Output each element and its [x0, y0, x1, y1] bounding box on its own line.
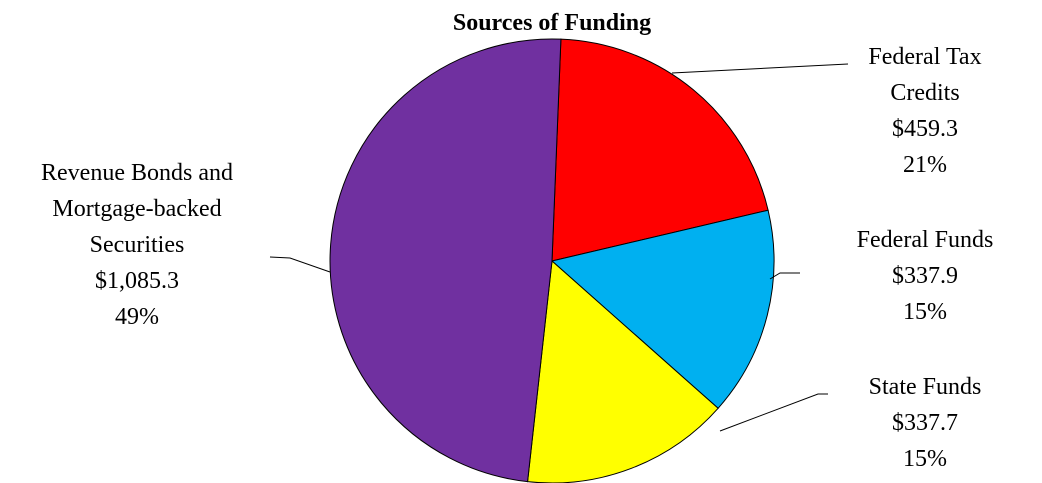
slice-label-revenue-bonds-and-mortgage-backed-securities: Revenue Bonds and Mortgage-backed Securiti…	[41, 160, 233, 330]
slice-value-label: $459.3	[892, 116, 958, 142]
slice-label-name-line: State Funds	[869, 374, 982, 400]
slice-value-label: $1,085.3	[95, 268, 179, 294]
slice-label-federal-tax-credits: Federal Tax Credits $459.3 21%	[868, 44, 981, 178]
slice-label-name-line: Credits	[890, 80, 959, 106]
slice-labels: Federal Tax Credits $459.3 21% Federal Funds…	[41, 44, 993, 472]
slice-percent-label: 15%	[903, 299, 947, 325]
slice-percent-label: 15%	[903, 446, 947, 472]
leader-line-federal-tax-credits	[671, 63, 849, 74]
leader-line-federal-funds	[769, 272, 800, 280]
slice-label-state-funds: State Funds $337.7 15%	[869, 374, 982, 472]
leader-line-revenue-bonds-and-mortgage-backed-securities	[269, 256, 331, 273]
slice-label-federal-funds: Federal Funds $337.9 15%	[857, 227, 994, 325]
slice-value-label: $337.7	[892, 410, 958, 436]
pie-slice-federal-tax-credits	[551, 38, 769, 262]
slice-label-name-line: Revenue Bonds and	[41, 160, 233, 186]
slice-label-name-line: Federal Tax	[868, 44, 981, 70]
leader-line-state-funds	[719, 393, 828, 432]
slice-value-label: $337.9	[892, 263, 958, 289]
pie-slice-revenue-bonds-and-mortgage-backed-securities	[329, 38, 562, 483]
slice-label-name-line: Securities	[90, 232, 185, 258]
slice-percent-label: 49%	[115, 304, 159, 330]
pie-slice-federal-funds	[550, 209, 775, 409]
slice-label-name-line: Federal Funds	[857, 227, 994, 253]
leader-lines	[269, 63, 849, 432]
slice-label-name-line: Mortgage-backed	[52, 196, 221, 222]
slice-percent-label: 21%	[903, 152, 947, 178]
chart-title: Sources of Funding	[453, 10, 651, 36]
pie-slices	[329, 38, 775, 483]
